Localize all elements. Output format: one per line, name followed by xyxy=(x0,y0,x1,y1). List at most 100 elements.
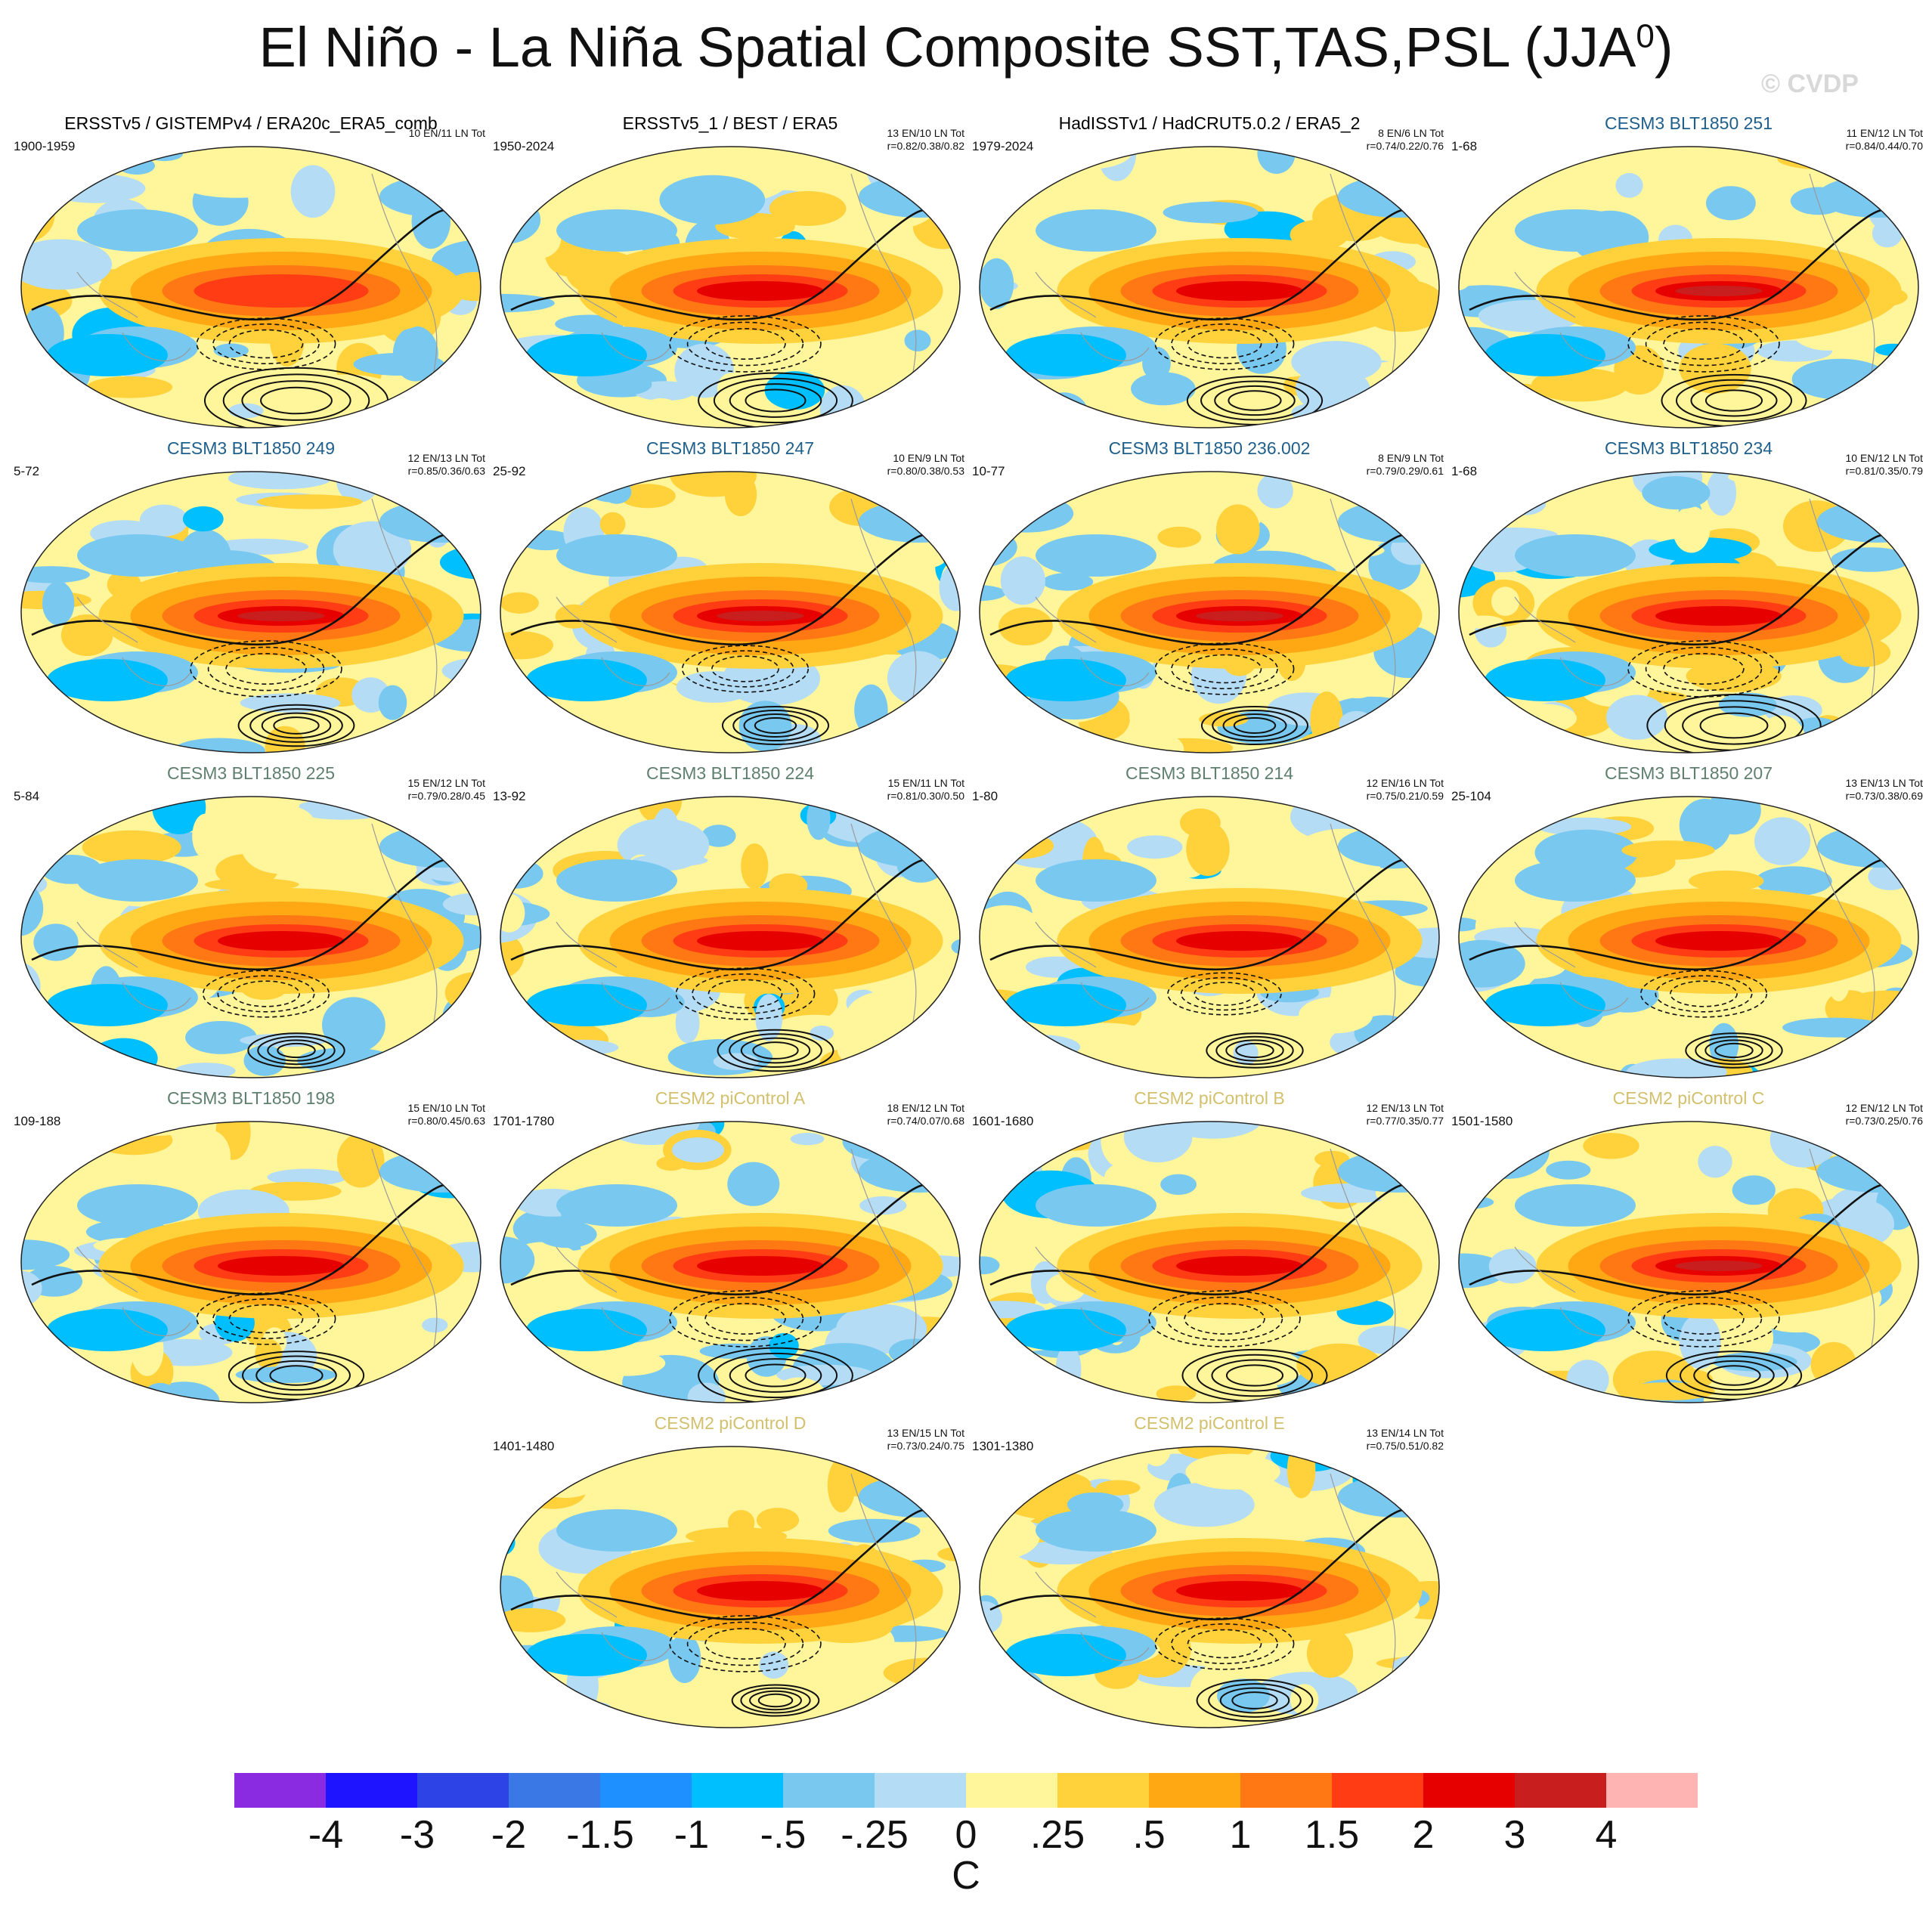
panel-stats: 13 EN/15 LN Tot r=0.73/0.24/0.75 xyxy=(887,1427,964,1453)
panel-correlations: r=0.85/0.36/0.63 xyxy=(407,465,485,477)
cool-anomaly-region xyxy=(47,334,168,376)
anomaly-blob xyxy=(888,472,941,518)
anomaly-blob xyxy=(152,797,206,834)
panel-title: CESM3 BLT1850 236.002 xyxy=(1108,438,1311,458)
anomaly-blob xyxy=(1339,710,1375,738)
anomaly-blob xyxy=(458,209,481,223)
map-border xyxy=(500,146,961,429)
colorbar-swatch xyxy=(234,1773,326,1808)
anomaly-blob xyxy=(980,147,1036,162)
psl-positive-contour xyxy=(1225,1039,1284,1062)
psl-positive-contour xyxy=(277,1042,316,1059)
anomaly-blob xyxy=(756,1508,800,1533)
anomaly-blob xyxy=(607,1718,655,1728)
anomaly-blob xyxy=(1830,147,1899,176)
psl-negative-contour xyxy=(196,1292,336,1345)
anomaly-blob xyxy=(36,179,64,209)
psl-negative-contour xyxy=(1180,976,1269,1011)
cool-anomaly-region xyxy=(526,334,647,376)
psl-positive-contour xyxy=(261,712,332,739)
psl-positive-contour xyxy=(1695,1035,1773,1066)
nino-warm-tongue xyxy=(1675,286,1763,296)
anomaly-blob xyxy=(296,374,397,407)
psl-negative-contour xyxy=(711,655,779,682)
anomaly-blob xyxy=(827,1458,856,1513)
psl-negative-contour xyxy=(1645,321,1763,367)
sst-anomaly-field xyxy=(980,472,1439,753)
coastline xyxy=(556,815,958,1066)
anomaly-blob xyxy=(884,549,946,570)
map-panel: CESM2 piControl D 1401-1480 13 EN/15 LN To… xyxy=(490,1413,971,1731)
panel-correlations: r=0.73/0.24/0.75 xyxy=(887,1440,964,1452)
robinson-map xyxy=(500,796,961,1078)
cool-anomaly-region xyxy=(1005,1309,1126,1351)
coastline xyxy=(1514,1140,1916,1391)
sst-anomaly-field xyxy=(21,1122,481,1403)
psl-positive-contour xyxy=(749,1690,802,1711)
anomaly-blob xyxy=(1459,558,1495,598)
panel-event-counts: 13 EN/10 LN Tot xyxy=(887,127,964,139)
map-panel: ERSSTv5_1 / BEST / ERA5 1950-2024 13 EN/10… xyxy=(490,113,971,431)
panel-title: CESM3 BLT1850 234 xyxy=(1604,438,1773,458)
psl-negative-contour xyxy=(704,328,786,360)
anomaly-blob xyxy=(1096,1480,1141,1496)
anomaly-blob xyxy=(1376,1706,1439,1728)
anomaly-blob xyxy=(1858,1057,1918,1078)
anomaly-blob xyxy=(413,1382,481,1403)
coastline xyxy=(556,1140,958,1391)
panel-event-counts: 10 EN/9 LN Tot xyxy=(893,452,964,464)
anomaly-blob xyxy=(1672,506,1711,553)
robinson-map xyxy=(500,146,961,429)
map-border xyxy=(1458,146,1919,429)
nino-warm-tongue xyxy=(1176,931,1303,951)
cool-anomaly-region xyxy=(77,209,198,252)
sst-anomaly-field xyxy=(21,147,481,428)
anomaly-blob xyxy=(1313,543,1385,558)
anomaly-blob xyxy=(21,1130,64,1174)
colorbar-swatch xyxy=(1606,1773,1698,1808)
panel-stats: 10 EN/11 LN Tot xyxy=(409,127,485,140)
anomaly-blob xyxy=(322,997,385,1054)
anomaly-blob xyxy=(185,176,288,198)
anomaly-blob xyxy=(652,808,680,862)
nino-warm-tongue xyxy=(697,931,824,951)
anomaly-blob xyxy=(1615,173,1643,198)
anomaly-blob xyxy=(941,1330,960,1376)
colorbar-swatch xyxy=(1057,1773,1149,1808)
coastline xyxy=(1514,815,1916,1066)
map-panel: CESM3 BLT1850 249 5-72 12 EN/13 LN Tot r=0.… xyxy=(11,438,491,756)
panel-title: CESM3 BLT1850 251 xyxy=(1604,113,1773,133)
anomaly-blob xyxy=(187,1129,231,1183)
anomaly-blob xyxy=(1127,835,1183,859)
cool-anomaly-region xyxy=(1005,659,1126,701)
colorbar-tick-label: 0 xyxy=(955,1813,977,1857)
sst-anomaly-field xyxy=(500,472,960,753)
colorbar-tick-label: -3 xyxy=(399,1813,435,1857)
psl-negative-contour xyxy=(1171,648,1278,689)
psl-negative-contour xyxy=(686,1296,804,1341)
psl-negative-contour xyxy=(225,653,307,685)
anomaly-blob xyxy=(727,1162,780,1206)
map-border xyxy=(500,471,961,753)
anomaly-blob xyxy=(1472,203,1500,246)
figure-title-suffix: ) xyxy=(1654,16,1673,79)
psl-negative-contour xyxy=(1639,970,1768,1018)
map-panel: CESM3 BLT1850 198 109-188 15 EN/10 LN Tot r… xyxy=(11,1088,491,1406)
anomaly-blob xyxy=(900,311,960,331)
colorbar-swatch xyxy=(1149,1773,1240,1808)
psl-positive-contour xyxy=(1682,706,1786,745)
psl-negative-contour xyxy=(1148,1290,1301,1347)
anomaly-blob xyxy=(1871,364,1918,401)
panel-years: 1-68 xyxy=(1451,464,1478,478)
anomaly-blob xyxy=(1482,722,1506,753)
panel-title: CESM3 BLT1850 198 xyxy=(166,1088,336,1108)
anomaly-blob xyxy=(1405,1657,1439,1700)
nino-warm-tongue xyxy=(218,1256,345,1276)
robinson-map xyxy=(1458,146,1919,429)
panel-correlations: r=0.84/0.44/0.70 xyxy=(1845,140,1923,152)
anomaly-blob xyxy=(1141,1446,1172,1467)
coastline xyxy=(1035,1140,1437,1391)
anomaly-blob xyxy=(1163,201,1259,224)
panel-title: ERSSTv5_1 / BEST / ERA5 xyxy=(622,113,838,133)
